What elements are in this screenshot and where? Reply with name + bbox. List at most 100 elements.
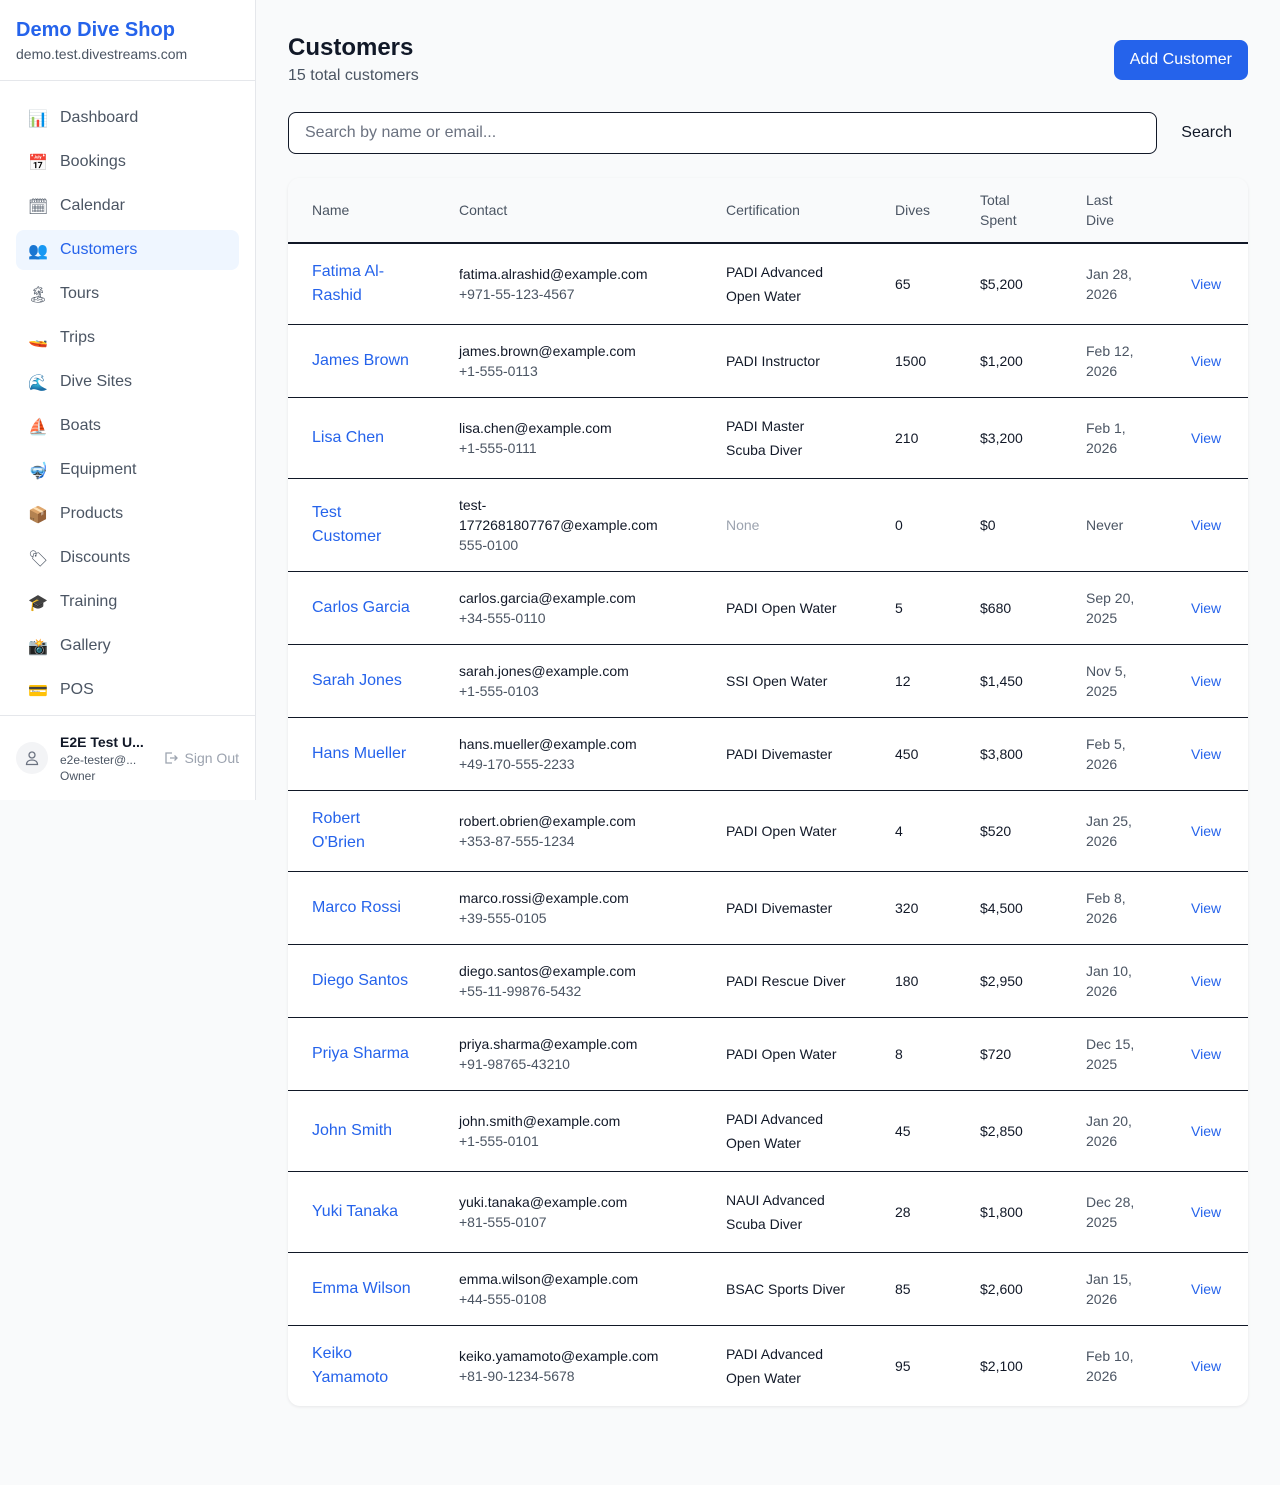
view-customer-link[interactable]: View — [1191, 1358, 1222, 1374]
table-row: Diego Santos diego.santos@example.com +55… — [288, 944, 1248, 1018]
customer-email: robert.obrien@example.com — [459, 813, 636, 829]
brand: Demo Dive Shop demo.test.divestreams.com — [0, 0, 255, 81]
shop-name[interactable]: Demo Dive Shop — [16, 19, 175, 41]
table-row: John Smith john.smith@example.com +1-555-… — [288, 1090, 1248, 1172]
wave-icon: 🌊 — [28, 372, 48, 392]
customer-name-link[interactable]: James Brown — [312, 352, 409, 369]
graduation-cap-icon: 🎓 — [28, 592, 48, 612]
customer-phone: +39-555-0105 — [459, 910, 547, 926]
sidebar-item-products[interactable]: 📦 Products — [16, 494, 239, 534]
customers-table-card: Name Contact Certification Dives Total Spent… — [288, 178, 1248, 1406]
customer-name-link[interactable]: Diego Santos — [312, 972, 409, 989]
customer-count: 15 total customers — [288, 67, 419, 84]
view-customer-link[interactable]: View — [1167, 717, 1248, 791]
customer-phone: +971-55-123-4567 — [459, 286, 575, 302]
customer-dives: 180 — [871, 944, 956, 1018]
customer-dives: 45 — [871, 1090, 956, 1172]
customer-certification: PADI Open Water — [702, 790, 871, 872]
customer-last-dive: Feb 1, 2026 — [1062, 397, 1167, 479]
customer-dives: 28 — [871, 1171, 956, 1253]
customer-email: marco.rossi@example.com — [459, 890, 629, 906]
customer-name-link[interactable]: Sarah Jones — [312, 672, 402, 689]
add-customer-button[interactable]: Add Customer — [1113, 40, 1248, 80]
sidebar-item-tours[interactable]: 🏝 Tours — [16, 274, 239, 314]
customer-certification: PADI Rescue Diver — [702, 944, 871, 1018]
view-customer-link[interactable]: View — [1167, 644, 1248, 718]
customer-name-link[interactable]: Test Customer — [312, 504, 382, 545]
sidebar-item-customers[interactable]: 👥 Customers — [16, 230, 239, 270]
view-customer-link[interactable]: View — [1167, 1252, 1248, 1326]
shop-domain: demo.test.divestreams.com — [16, 46, 188, 62]
spiral-calendar-icon: 🗓 — [28, 196, 49, 216]
customer-name-link[interactable]: Robert O'Brien — [312, 810, 365, 851]
customer-name-link[interactable]: Emma Wilson — [312, 1280, 411, 1297]
customer-last-dive: Feb 5, 2026 — [1062, 717, 1167, 791]
customer-last-dive: Feb 12, 2026 — [1062, 324, 1167, 398]
table-row: Priya Sharma priya.sharma@example.com +91… — [288, 1017, 1248, 1091]
view-customer-link[interactable]: View — [1167, 944, 1248, 1018]
table-row: Test Customer test-1772681807767@example… — [288, 478, 1248, 572]
customer-dives: 4 — [871, 790, 956, 872]
view-customer-link[interactable]: View — [1167, 397, 1248, 479]
view-customer-link[interactable]: View — [1167, 243, 1248, 325]
customer-total-spent: $0 — [956, 478, 1062, 572]
sidebar-item-boats[interactable]: ⛵ Boats — [16, 406, 239, 446]
customer-email: emma.wilson@example.com — [459, 1271, 639, 1287]
view-customer-link[interactable]: View — [1167, 1171, 1248, 1253]
customer-name-link[interactable]: Carlos Garcia — [312, 599, 410, 616]
customer-dives: 210 — [871, 397, 956, 479]
customer-phone: +44-555-0108 — [459, 1291, 547, 1307]
customer-name-link[interactable]: John Smith — [312, 1122, 393, 1139]
customer-name-link[interactable]: Marco Rossi — [312, 899, 401, 916]
customer-name-link[interactable]: Fatima Al-Rashid — [312, 263, 385, 304]
table-row: Yuki Tanaka yuki.tanaka@example.com +81-5… — [288, 1171, 1248, 1253]
sign-out-button[interactable]: Sign Out — [163, 750, 239, 766]
customer-dives: 0 — [871, 478, 956, 572]
customer-email: john.smith@example.com — [459, 1113, 621, 1129]
table-row: Marco Rossi marco.rossi@example.com +39-5… — [288, 871, 1248, 945]
sidebar-item-dive-sites[interactable]: 🌊 Dive Sites — [16, 362, 239, 402]
sign-out-label: Sign Out — [184, 750, 239, 766]
view-customer-link[interactable]: View — [1167, 571, 1248, 645]
sidebar-item-dashboard[interactable]: 📊 Dashboard — [16, 98, 239, 138]
search-button[interactable]: Search — [1157, 112, 1248, 154]
customer-total-spent: $680 — [956, 571, 1062, 645]
customer-dives: 12 — [871, 644, 956, 718]
customer-name-link[interactable]: Priya Sharma — [312, 1045, 409, 1062]
sidebar-item-training[interactable]: 🎓 Training — [16, 582, 239, 622]
table-row: Carlos Garcia carlos.garcia@example.com +… — [288, 571, 1248, 645]
customer-dives: 95 — [895, 1358, 911, 1374]
customer-dives: 320 — [871, 871, 956, 945]
diving-mask-icon: 🤿 — [28, 460, 48, 480]
customer-email: hans.mueller@example.com — [459, 736, 637, 752]
customer-email: sarah.jones@example.com — [459, 663, 629, 679]
view-customer-link[interactable]: View — [1167, 1017, 1248, 1091]
sidebar-item-bookings[interactable]: 📅 Bookings — [16, 142, 239, 182]
sidebar-item-label: Dashboard — [60, 109, 139, 126]
view-customer-link[interactable]: View — [1167, 478, 1248, 572]
view-customer-link[interactable]: View — [1167, 1090, 1248, 1172]
sidebar-item-trips[interactable]: 🚤 Trips — [16, 318, 239, 358]
customer-name-link[interactable]: Lisa Chen — [312, 429, 385, 446]
sidebar-item-equipment[interactable]: 🤿 Equipment — [16, 450, 239, 490]
page-title: Customers — [288, 34, 414, 61]
search-input[interactable] — [288, 112, 1158, 154]
sidebar-item-calendar[interactable]: 🗓 Calendar — [16, 186, 239, 226]
customer-total-spent: $2,950 — [956, 944, 1062, 1018]
camera-flash-icon: 📸 — [28, 636, 48, 656]
view-customer-link[interactable]: View — [1167, 324, 1248, 398]
customer-last-dive: Dec 15, 2025 — [1062, 1017, 1167, 1091]
customer-dives: 8 — [871, 1017, 956, 1091]
sidebar-item-label: POS — [60, 681, 94, 698]
sidebar-item-discounts[interactable]: 🏷 Discounts — [16, 538, 239, 578]
sidebar-item-pos[interactable]: 💳 POS — [16, 670, 239, 710]
customer-name-link[interactable]: Yuki Tanaka — [312, 1203, 398, 1220]
sidebar-item-gallery[interactable]: 📸 Gallery — [16, 626, 239, 666]
customer-name-link[interactable]: Hans Mueller — [312, 745, 407, 762]
tag-icon: 🏷 — [28, 548, 49, 568]
column-header-total-spent: Total Spent — [956, 178, 1062, 244]
sidebar-item-label: Products — [60, 505, 124, 522]
customer-name-link[interactable]: Keiko Yamamoto — [312, 1345, 389, 1386]
view-customer-link[interactable]: View — [1167, 790, 1248, 872]
view-customer-link[interactable]: View — [1167, 871, 1248, 945]
